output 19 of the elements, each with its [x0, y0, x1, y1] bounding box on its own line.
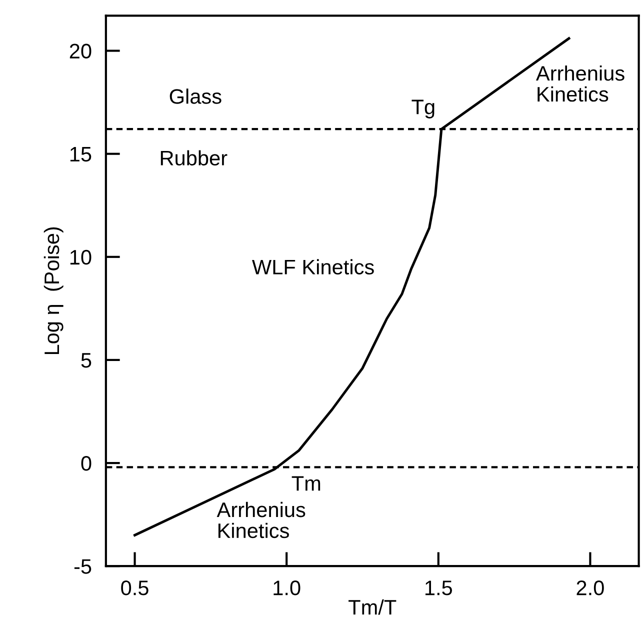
x-tick-label: 1.5	[426, 580, 452, 596]
y-tick-label: 5	[81, 353, 92, 368]
y-tick-label: 10	[70, 250, 92, 265]
y-tick-label: 0	[81, 456, 92, 471]
annotation: Arrhenius Kinetics	[536, 65, 624, 102]
annotation: Glass	[170, 88, 222, 104]
x-axis-title: Tm/T	[348, 599, 396, 615]
x-tick-label: 2.0	[576, 580, 604, 596]
y-axis-title: Log η (Poise)	[44, 227, 64, 354]
y-tick-label: -5	[74, 559, 92, 574]
x-tick-label: 1.0	[274, 580, 300, 596]
annotation: Tg	[412, 100, 434, 118]
y-tick-label: 20	[70, 44, 92, 59]
annotation: Tm	[292, 476, 320, 491]
annotation: Rubber	[160, 150, 228, 166]
annotation: WLF Kinetics	[252, 259, 374, 274]
x-tick-label: 0.5	[121, 580, 148, 596]
y-tick-label: 15	[70, 147, 92, 162]
annotation: Arrhenius Kinetics	[216, 502, 306, 538]
